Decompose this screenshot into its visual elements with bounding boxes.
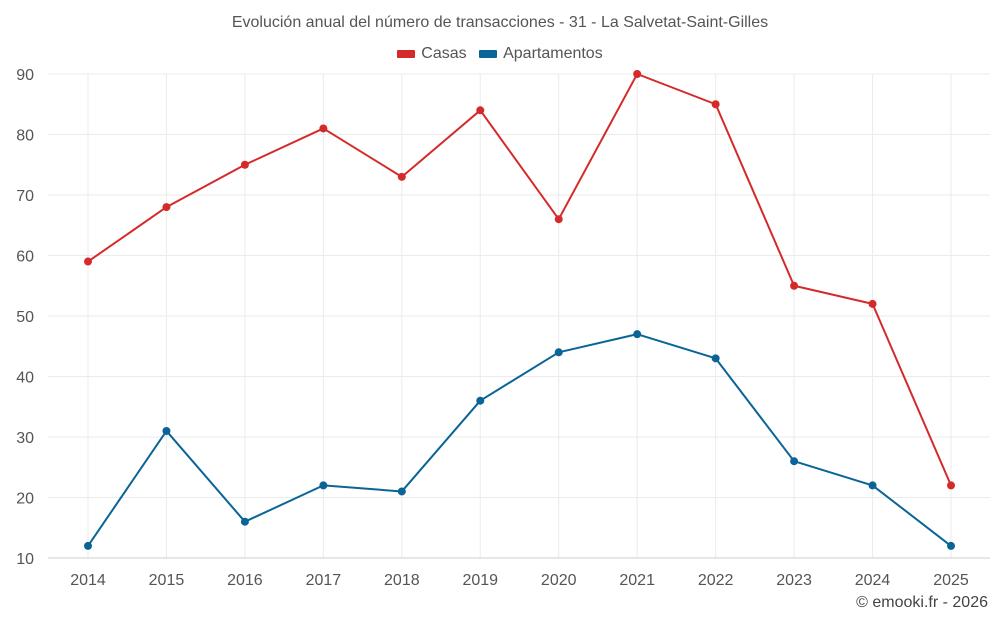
legend-swatch-casas	[397, 50, 416, 58]
y-tick-label: 80	[16, 128, 34, 145]
data-point-apartamentos	[397, 487, 406, 496]
data-point-apartamentos	[319, 481, 328, 490]
data-point-casas	[868, 299, 877, 308]
x-tick-label: 2022	[698, 572, 734, 589]
data-point-apartamentos	[240, 517, 249, 526]
data-point-casas	[711, 100, 720, 109]
y-tick-label: 60	[16, 249, 34, 266]
data-point-casas	[476, 106, 485, 115]
x-tick-label: 2023	[776, 572, 812, 589]
legend-label-apartamentos: Apartamentos	[503, 45, 603, 62]
y-tick-label: 90	[16, 67, 34, 84]
series-line-casas	[87, 73, 952, 486]
data-point-casas	[319, 124, 328, 133]
x-tick-label: 2014	[70, 572, 106, 589]
data-point-casas	[790, 281, 799, 290]
data-point-casas	[162, 203, 171, 212]
data-point-apartamentos	[84, 541, 92, 550]
data-point-apartamentos	[868, 481, 877, 490]
x-tick-label: 2018	[384, 572, 420, 589]
series-line-apartamentos	[87, 333, 952, 547]
legend-label-casas: Casas	[421, 45, 467, 62]
data-point-apartamentos	[476, 396, 485, 405]
legend-item-apartamentos[interactable]: Apartamentos	[479, 45, 603, 63]
data-point-casas	[554, 215, 563, 224]
x-tick-label: 2019	[462, 572, 498, 589]
data-point-apartamentos	[947, 541, 955, 550]
x-tick-label: 2016	[227, 572, 263, 589]
legend: Casas Apartamentos	[0, 45, 1000, 63]
data-point-casas	[240, 160, 249, 169]
y-tick-label: 70	[16, 188, 34, 205]
data-point-apartamentos	[790, 457, 799, 466]
y-tick-label: 10	[16, 551, 34, 568]
data-point-apartamentos	[711, 354, 720, 363]
legend-swatch-apartamentos	[479, 50, 498, 58]
data-point-casas	[947, 481, 955, 490]
x-tick-label: 2015	[149, 572, 185, 589]
x-tick-label: 2021	[619, 572, 655, 589]
data-point-casas	[397, 172, 406, 181]
data-point-casas	[633, 70, 642, 78]
x-tick-label: 2025	[933, 572, 969, 589]
data-point-apartamentos	[554, 348, 563, 357]
legend-item-casas[interactable]: Casas	[397, 45, 467, 63]
x-tick-label: 2017	[306, 572, 342, 589]
x-tick-label: 2024	[855, 572, 891, 589]
y-tick-label: 30	[16, 430, 34, 447]
y-tick-label: 40	[16, 370, 34, 387]
data-point-apartamentos	[633, 330, 642, 339]
y-tick-label: 50	[16, 309, 34, 326]
y-tick-label: 20	[16, 491, 34, 508]
x-tick-label: 2020	[541, 572, 577, 589]
data-point-casas	[84, 257, 92, 266]
data-point-apartamentos	[162, 426, 171, 435]
chart-title: Evolución anual del número de transaccio…	[231, 14, 769, 31]
credit-text: © emooki.fr - 2026	[856, 594, 988, 611]
